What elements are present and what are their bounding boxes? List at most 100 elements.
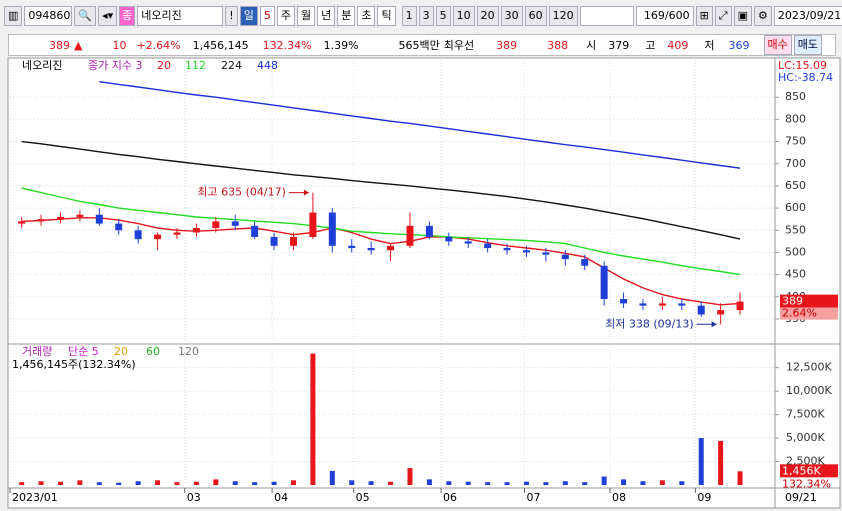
volume-bar — [213, 479, 219, 485]
moving-average — [21, 140, 741, 240]
sell-button[interactable]: 매도 — [793, 35, 823, 55]
market-badge: 종 — [119, 6, 136, 26]
intervals: 1 3 5 10 20 30 60 120 — [401, 6, 580, 26]
lc-label: LC:15.09 — [778, 59, 827, 72]
last-volume-box — [780, 464, 838, 478]
alert-button[interactable]: ! — [225, 6, 238, 26]
candle-body — [678, 303, 686, 306]
interval-button[interactable]: 10 — [452, 6, 475, 26]
candle-body — [425, 225, 433, 237]
best-label: 최우선 — [443, 39, 475, 52]
legend-item: 448 — [257, 59, 278, 72]
bid: 388 — [547, 38, 569, 52]
volume-summary: 1,456,145주(132.34%) — [12, 358, 136, 371]
legend-item: 112 — [185, 59, 206, 72]
volume-bar — [135, 481, 141, 485]
candle-body — [134, 230, 142, 240]
sound-button[interactable]: ◂▾ — [98, 6, 118, 26]
volume-bar — [446, 481, 452, 485]
volume-bar — [19, 482, 25, 485]
arrow-head — [711, 321, 717, 328]
annotation-label: 최저 338 (09/13) — [605, 317, 694, 330]
menu-button[interactable]: ▥ — [4, 6, 23, 26]
interval-button[interactable]: 1 — [401, 6, 417, 26]
candle-body — [503, 248, 511, 251]
last-ratio-label: 132.34% — [782, 477, 831, 490]
x-tick-label: 07 — [527, 491, 541, 504]
interval-button[interactable]: 5 — [435, 6, 451, 26]
dropdown[interactable] — [579, 6, 634, 26]
y-tick-label: 12,500K — [786, 361, 832, 374]
y-tick-label: 500 — [785, 245, 806, 258]
candle-body — [173, 232, 181, 235]
last-volume-label: 1,456K — [782, 464, 821, 477]
change: 10 — [112, 38, 127, 52]
period-button[interactable]: 초 — [357, 6, 376, 26]
candle-body — [600, 265, 608, 299]
interval-button[interactable]: 120 — [548, 6, 578, 26]
volume-bar — [640, 481, 646, 485]
candle-body — [231, 221, 239, 226]
interval-button[interactable]: 20 — [476, 6, 499, 26]
search-button[interactable]: 🔍 — [74, 6, 97, 26]
candle-body — [115, 223, 123, 231]
period-value[interactable]: 5 — [259, 6, 275, 26]
candle-body — [95, 214, 103, 224]
volume-bar — [349, 480, 355, 485]
candle-body — [581, 259, 589, 266]
period-selected[interactable]: 일 — [239, 6, 258, 26]
period-button[interactable]: 틱 — [377, 6, 396, 26]
candle-body — [522, 250, 530, 253]
low-label: 저 — [704, 39, 715, 52]
legend-item: 60 — [146, 345, 160, 358]
period-button[interactable]: 년 — [317, 6, 336, 26]
period-button[interactable]: 주 — [276, 6, 295, 26]
arrow: ▲ — [74, 38, 83, 52]
moving-average — [21, 217, 741, 306]
candle-body — [18, 221, 26, 224]
volume-bar — [271, 481, 277, 485]
save-button[interactable]: ▣ — [733, 6, 753, 26]
volume-bar — [426, 479, 432, 485]
tool-button[interactable]: ⤢ — [714, 6, 732, 26]
buy-button[interactable]: 매수 — [763, 35, 792, 55]
date-input[interactable]: 2023/09/21 — [773, 6, 842, 26]
volume-bar — [659, 480, 665, 485]
moving-average — [99, 81, 741, 169]
chart: 350400450500550600650700750800850최고 635 … — [7, 57, 841, 509]
y-tick-label: 7,500K — [786, 408, 825, 421]
y-tick-label: 800 — [785, 112, 806, 125]
candle-body — [270, 236, 278, 246]
y-tick-label: 650 — [785, 179, 806, 192]
candle-body — [309, 212, 317, 237]
settings-button[interactable]: ⚙ — [754, 6, 772, 26]
interval-button[interactable]: 60 — [524, 6, 547, 26]
turnover: 1.39% — [323, 38, 359, 52]
open: 379 — [608, 38, 630, 52]
y-tick-label: 550 — [785, 223, 806, 236]
period-button[interactable]: 월 — [296, 6, 316, 26]
volume-bar — [698, 438, 704, 485]
stock-name: 네오리진 — [137, 6, 224, 26]
amount: 565백만 — [398, 39, 440, 52]
candle-body — [658, 303, 666, 306]
arrow-head — [303, 189, 309, 196]
volume-bar — [621, 479, 627, 485]
period-button[interactable]: 분 — [337, 6, 356, 26]
info-bar: 389 ▲ 10 +2.64% 1,456,145 132.34% 1.39% … — [8, 34, 836, 56]
volume-bar — [465, 481, 471, 485]
price: 389 — [49, 38, 70, 52]
code-input[interactable]: 094860 — [24, 6, 73, 26]
y-tick-label: 10,000K — [786, 384, 832, 397]
y-tick-label: 850 — [785, 90, 806, 103]
interval-button[interactable]: 30 — [500, 6, 523, 26]
x-tick-label: 04 — [274, 491, 288, 504]
low: 369 — [728, 38, 750, 52]
tool-button[interactable]: ⊞ — [695, 6, 713, 26]
interval-button[interactable]: 3 — [418, 6, 434, 26]
x-tick-label: 08 — [612, 491, 626, 504]
last-price-box — [780, 294, 838, 308]
candle-body — [736, 301, 744, 311]
